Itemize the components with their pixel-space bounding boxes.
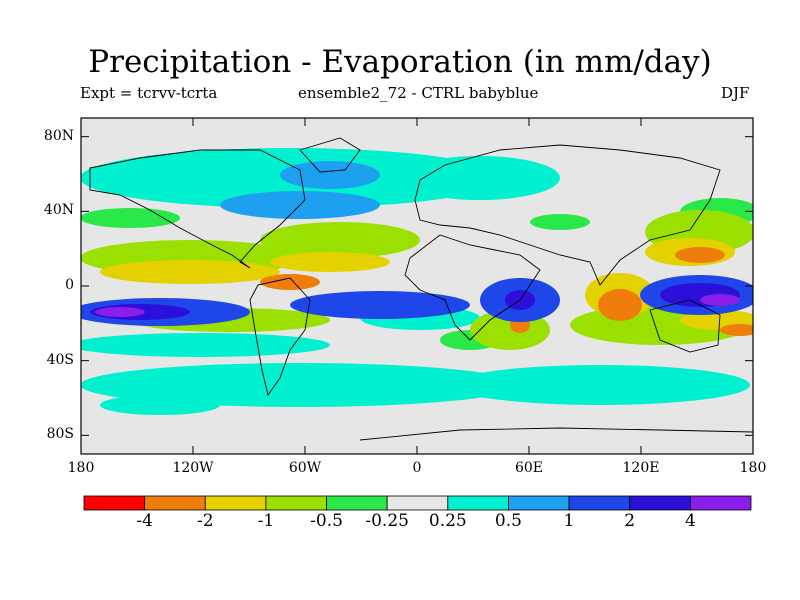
colorbar-label: 2 [624,511,636,531]
lon-tick-label: 180 [739,460,767,476]
experiment-label: Expt = tcrvv-tcrta [80,84,218,102]
colorbar-swatch [386,495,449,511]
colorbar-label: -0.25 [365,511,409,531]
lat-tick-label: 80S [46,426,74,443]
map-title: Precipitation - Evaporation (in mm/day) [88,44,712,80]
field-orange [260,247,753,336]
lat-tick-label: 0 [65,277,74,293]
colorbar-swatch [447,495,509,511]
colorbar-swatch [144,495,206,511]
colorbar-swatch [83,495,146,511]
colorbar-swatch [204,495,267,511]
colorbar-label: 4 [684,511,696,531]
coastlines [89,137,753,441]
colorbar-label: 0.5 [494,511,522,531]
lat-tick-label: 40N [43,202,74,219]
colorbar-swatch [629,495,691,511]
colorbar-swatch [265,495,327,511]
colorbar-label: 0.25 [428,511,467,531]
colorbar-label: -1 [257,511,275,531]
map-ticks [80,118,754,454]
lon-tick-label: 120E [622,460,660,476]
lat-tick-label: 40S [46,351,74,368]
field-purple [95,294,740,317]
lon-tick-label: 120W [172,460,214,476]
season-label: DJF [721,84,750,102]
colorbar-swatch [326,495,388,511]
colorbar-label: 1 [563,511,575,531]
colorbar [83,495,752,511]
colorbar-label: -0.5 [310,511,343,531]
lon-tick-label: 60E [514,460,544,476]
lon-tick-label: 60W [288,460,322,476]
lon-tick-label: 180 [67,460,95,476]
colorbar-label: -2 [196,511,214,531]
lon-tick-label: 0 [412,460,422,476]
ensemble-label: ensemble2_72 - CTRL babyblue [298,84,539,102]
colorbar-swatch [508,495,570,511]
lat-tick-label: 80N [43,127,74,144]
colorbar-label: -4 [136,511,153,531]
colorbar-swatch [568,495,631,511]
colorbar-swatch [689,495,752,511]
